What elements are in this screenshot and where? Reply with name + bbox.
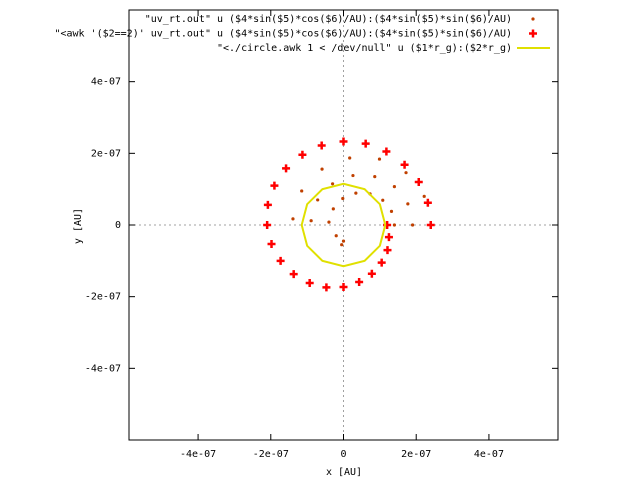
dot-point xyxy=(422,194,426,198)
dot-point xyxy=(392,223,396,227)
dot-point xyxy=(300,189,304,193)
dot-point xyxy=(348,156,352,160)
plus-point xyxy=(270,181,279,190)
legend-label: "<awk '($2==2)' uv_rt.out" u ($4*sin($5)… xyxy=(54,29,512,40)
dot-point xyxy=(404,171,408,175)
x-tick-label: -4e-07 xyxy=(180,449,216,460)
dot-point xyxy=(354,191,358,195)
plus-point xyxy=(382,147,391,156)
plus-point xyxy=(263,221,272,229)
dot-point xyxy=(327,220,331,224)
plus-point xyxy=(282,164,291,173)
plus-point xyxy=(276,256,285,265)
plus-point xyxy=(426,221,435,229)
dot-point xyxy=(377,157,382,161)
plus-point xyxy=(529,29,537,38)
dot-point xyxy=(373,175,377,179)
y-tick-label: -2e-07 xyxy=(85,292,121,303)
plus-point xyxy=(377,258,386,267)
y-axis-label: y [AU] xyxy=(73,208,84,244)
plus-point xyxy=(267,239,276,248)
legend-label: "<./circle.awk 1 < /dev/null" u ($1*r_g)… xyxy=(217,43,512,54)
plus-point xyxy=(355,277,364,286)
plot-frame xyxy=(128,9,559,441)
plus-point xyxy=(339,282,348,291)
dot-point xyxy=(406,202,410,206)
plus-point xyxy=(414,178,423,186)
plus-point xyxy=(367,269,376,278)
dot-point xyxy=(316,198,320,202)
plus-point xyxy=(339,137,348,146)
dot-point xyxy=(381,198,385,202)
dot-point xyxy=(410,223,415,227)
plus-point xyxy=(383,246,392,255)
dot-point xyxy=(531,17,535,21)
dot-point xyxy=(320,167,324,171)
plus-point xyxy=(423,198,432,207)
plus-point xyxy=(305,279,314,288)
plus-point xyxy=(361,139,370,148)
plus-point xyxy=(289,270,298,279)
dot-point xyxy=(330,182,335,186)
dot-point xyxy=(291,217,295,221)
x-tick-label: -2e-07 xyxy=(253,449,289,460)
y-tick-label: 4e-07 xyxy=(91,77,121,88)
legend-label: "uv_rt.out" u ($4*sin($5)*cos($6)/AU):($… xyxy=(145,14,512,25)
plus-point xyxy=(317,141,326,150)
plus-point xyxy=(298,150,307,159)
x-axis-label: x [AU] xyxy=(326,467,362,478)
plus-point xyxy=(384,233,393,242)
y-tick-label: 2e-07 xyxy=(91,148,121,159)
plus-point xyxy=(400,160,409,169)
dot-point xyxy=(341,196,345,201)
dot-point xyxy=(340,243,344,247)
plus-point xyxy=(263,200,272,209)
x-tick-label: 2e-07 xyxy=(401,449,431,460)
series-line xyxy=(300,182,387,268)
plus-point xyxy=(322,283,331,292)
y-tick-label: 0 xyxy=(115,220,121,231)
dot-point xyxy=(351,173,355,178)
y-tick-label: -4e-07 xyxy=(85,363,121,374)
x-tick-label: 0 xyxy=(340,449,346,460)
x-tick-label: 4e-07 xyxy=(474,449,504,460)
dot-point xyxy=(309,219,313,223)
dot-point xyxy=(392,185,396,189)
dot-point xyxy=(334,234,338,238)
dot-point xyxy=(341,239,346,243)
dot-point xyxy=(331,207,335,211)
dot-point xyxy=(389,209,394,213)
